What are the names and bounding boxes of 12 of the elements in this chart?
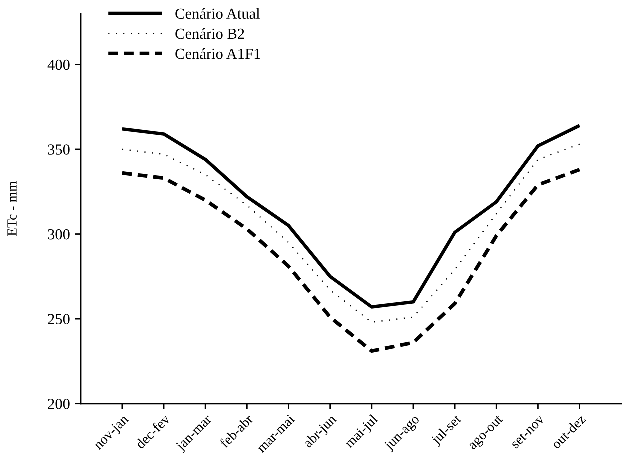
line-series	[120, 124, 582, 309]
legend-label: Cenário Atual	[176, 8, 260, 20]
y-tick-label: 350	[48, 144, 70, 155]
y-tick-label: 300	[48, 229, 70, 240]
legend-label: Cenário B2	[176, 28, 244, 40]
line-series	[122, 144, 580, 324]
y-tick-label: 200	[48, 398, 70, 410]
y-tick-label: 250	[48, 314, 70, 325]
y-tick-label: 400	[48, 60, 70, 70]
legend-label: Cenário A1F1	[176, 48, 260, 60]
line-series	[120, 168, 582, 354]
y-axis-title: ETc - mm	[8, 181, 17, 236]
